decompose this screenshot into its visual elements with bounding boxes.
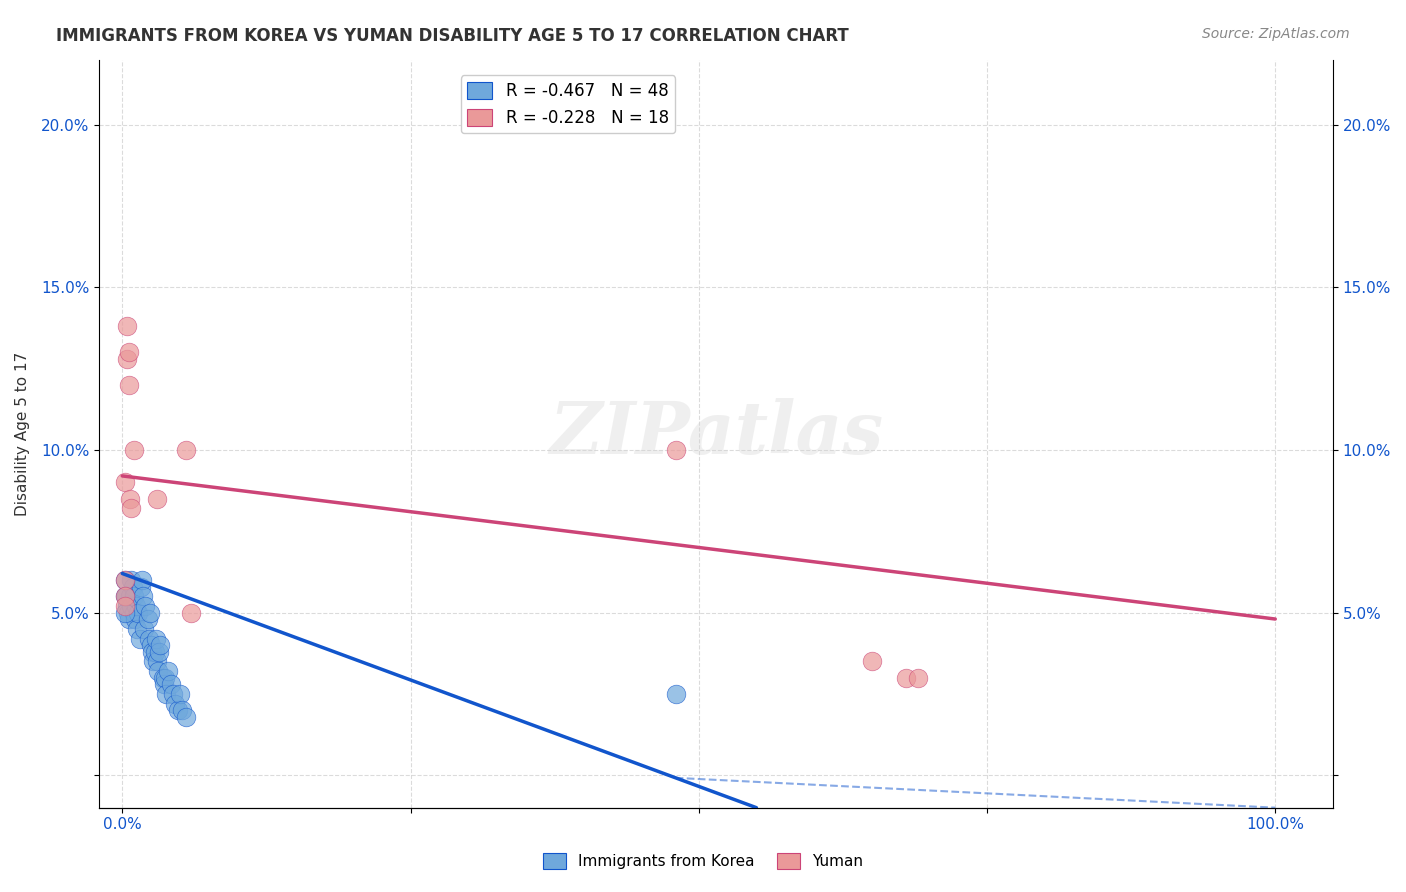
Legend: R = -0.467   N = 48, R = -0.228   N = 18: R = -0.467 N = 48, R = -0.228 N = 18 — [461, 76, 675, 134]
Immigrants from Korea — [139, 638, 162, 652]
Immigrants from Korea — [125, 599, 148, 613]
Immigrants from Korea — [127, 606, 149, 620]
Immigrants from Korea — [172, 703, 194, 717]
Immigrants from Korea — [142, 654, 165, 668]
Immigrants from Korea — [162, 687, 184, 701]
Immigrants from Korea — [143, 644, 166, 658]
Immigrants from Korea — [128, 632, 150, 646]
Yuman — [180, 606, 202, 620]
Yuman — [114, 599, 136, 613]
Text: ZIPatlas: ZIPatlas — [548, 398, 883, 469]
Immigrants from Korea — [145, 632, 167, 646]
Text: Source: ZipAtlas.com: Source: ZipAtlas.com — [1202, 27, 1350, 41]
Yuman — [115, 319, 138, 334]
Yuman — [114, 573, 136, 587]
Immigrants from Korea — [146, 654, 169, 668]
Yuman — [118, 377, 141, 392]
Text: IMMIGRANTS FROM KOREA VS YUMAN DISABILITY AGE 5 TO 17 CORRELATION CHART: IMMIGRANTS FROM KOREA VS YUMAN DISABILIT… — [56, 27, 849, 45]
Immigrants from Korea — [174, 709, 197, 723]
Yuman — [174, 442, 197, 457]
Immigrants from Korea — [141, 644, 163, 658]
Immigrants from Korea — [134, 599, 156, 613]
Immigrants from Korea — [134, 622, 156, 636]
Immigrants from Korea — [114, 606, 136, 620]
Immigrants from Korea — [121, 573, 143, 587]
Yuman — [665, 442, 688, 457]
Yuman — [860, 654, 883, 668]
Immigrants from Korea — [118, 612, 141, 626]
Immigrants from Korea — [124, 612, 146, 626]
Yuman — [122, 442, 145, 457]
Yuman — [118, 345, 141, 359]
Yuman — [114, 475, 136, 490]
Immigrants from Korea — [114, 589, 136, 603]
Y-axis label: Disability Age 5 to 17: Disability Age 5 to 17 — [15, 351, 30, 516]
Immigrants from Korea — [152, 677, 174, 691]
Yuman — [121, 501, 143, 516]
Immigrants from Korea — [159, 677, 181, 691]
Immigrants from Korea — [155, 687, 177, 701]
Yuman — [120, 491, 142, 506]
Immigrants from Korea — [120, 589, 142, 603]
Yuman — [115, 351, 138, 366]
Immigrants from Korea — [146, 664, 169, 678]
Immigrants from Korea — [114, 589, 136, 603]
Immigrants from Korea — [153, 671, 176, 685]
Immigrants from Korea — [165, 697, 187, 711]
Immigrants from Korea — [122, 606, 145, 620]
Immigrants from Korea — [127, 622, 149, 636]
Yuman — [114, 589, 136, 603]
Immigrants from Korea — [122, 589, 145, 603]
Immigrants from Korea — [148, 644, 170, 658]
Yuman — [146, 491, 169, 506]
Immigrants from Korea — [129, 580, 152, 594]
Immigrants from Korea — [121, 599, 143, 613]
Immigrants from Korea — [117, 606, 139, 620]
Immigrants from Korea — [136, 612, 159, 626]
Immigrants from Korea — [157, 664, 180, 678]
Yuman — [907, 671, 929, 685]
Immigrants from Korea — [169, 687, 191, 701]
Immigrants from Korea — [139, 606, 162, 620]
Immigrants from Korea — [152, 671, 174, 685]
Immigrants from Korea — [132, 589, 155, 603]
Immigrants from Korea — [114, 573, 136, 587]
Immigrants from Korea — [149, 638, 172, 652]
Immigrants from Korea — [115, 599, 138, 613]
Immigrants from Korea — [131, 573, 153, 587]
Immigrants from Korea — [665, 687, 688, 701]
Immigrants from Korea — [166, 703, 188, 717]
Immigrants from Korea — [121, 580, 143, 594]
Legend: Immigrants from Korea, Yuman: Immigrants from Korea, Yuman — [537, 847, 869, 875]
Immigrants from Korea — [138, 632, 160, 646]
Yuman — [896, 671, 918, 685]
